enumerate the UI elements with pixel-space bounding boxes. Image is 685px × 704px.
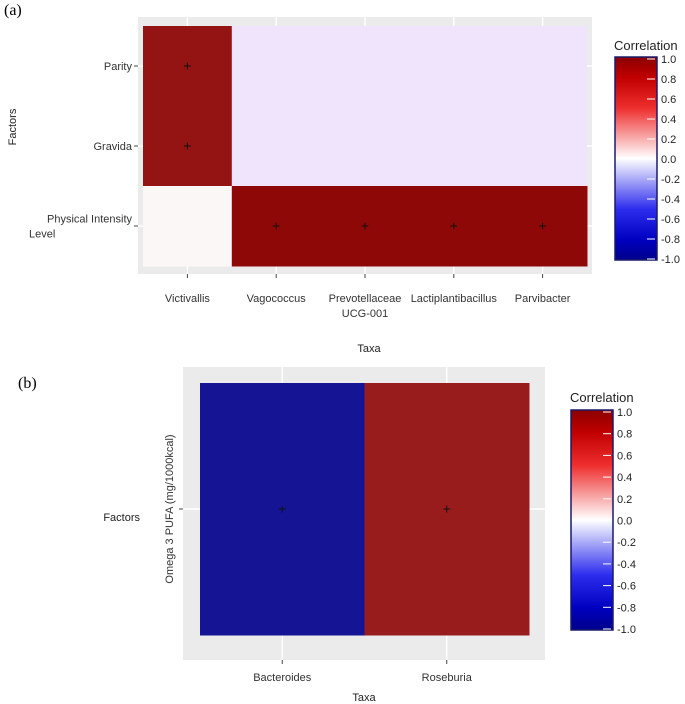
x-tick-label: Parvibacter [515,293,571,305]
heatmap-b-markers: + + [278,501,451,517]
legend-tick-label: 0.0 [617,516,632,528]
heatmap-a-y-axis-title: Factors [7,108,19,145]
heatmap-cell [231,186,322,267]
legend-b-tick-labels: 1.0 0.8 0.6 0.4 0.2 0.0 -0.2 -0.4 -0.6 -0.8 -1.0 [603,407,636,636]
heatmap-a-y-ticks: Parity Gravida Physical Intensity Level [29,61,138,241]
legend-tick-label: 1.0 [617,407,632,419]
x-tick-label: Bacteroides [253,672,312,684]
y-tick-label: Gravida [93,141,132,153]
panel-a-label: (a) [4,2,22,19]
heatmap-b-x-ticks: Bacteroides Roseburia [253,660,473,684]
heatmap-b-cells [200,383,530,636]
significance-marker: + [272,218,280,234]
heatmap-a-markers: + + + + + + [183,58,546,234]
legend-tick-label: -1.0 [617,624,636,636]
legend-tick-label: -0.6 [617,581,636,593]
legend-tick-label: 0.0 [661,154,676,166]
heatmap-cell [320,186,410,267]
significance-marker: + [443,501,451,517]
legend-tick-label: 1.0 [661,54,676,66]
heatmap-cell [409,186,499,267]
heatmap-b-y-ticks: Omega 3 PUFA (mg/1000kcal) [164,434,183,584]
significance-marker: + [450,218,458,234]
panel-b-label: (b) [18,375,37,392]
significance-marker: + [183,138,191,154]
legend-tick-label: -0.4 [661,194,680,206]
y-tick-label: Omega 3 PUFA (mg/1000kcal) [164,434,176,583]
legend-a-tick-labels: 1.0 0.8 0.6 0.4 0.2 0.0 -0.2 -0.4 -0.6 -0.8 -1.0 [647,54,680,266]
legend-tick-label: 0.2 [617,494,632,506]
legend-tick-label: -1.0 [661,254,680,266]
heatmap-cell [143,186,233,267]
heatmap-a-cells [143,26,588,267]
significance-marker: + [539,218,547,234]
heatmap-b-x-axis-title: Taxa [352,692,376,704]
heatmap-a: + + + + + + Victivallis Vagococcus Prevotellace… [7,17,592,355]
x-tick-label: Prevotellaceae UCG-001 [329,293,402,320]
legend-tick-label: -0.8 [661,234,680,246]
legend-b-title: Correlation [570,390,634,405]
significance-marker: + [278,501,286,517]
heatmap-cell [143,106,233,187]
x-tick-label: Lactiplantibacillus [411,293,498,305]
x-tick-label: Victivallis [165,293,211,305]
legend-tick-label: 0.8 [617,429,632,441]
heatmap-cell [498,186,588,267]
significance-marker: + [361,218,369,234]
legend-tick-label: 0.6 [661,94,676,106]
legend-tick-label: 0.4 [617,472,632,484]
legend-tick-label: -0.4 [617,559,636,571]
x-tick-label: Vagococcus [247,293,307,305]
legend-tick-label: -0.2 [661,174,680,186]
legend-tick-label: 0.2 [661,134,676,146]
legend-tick-label: -0.6 [661,214,680,226]
significance-marker: + [183,58,191,74]
legend-tick-label: 0.4 [661,114,676,126]
heatmap-a-x-axis-title: Taxa [357,343,381,355]
legend-b: Correlation 1.0 0.8 0.6 0.4 0.2 0.0 -0.2 -0.4 -0… [570,390,636,636]
legend-tick-label: 0.6 [617,450,632,462]
heatmap-b: + + Bacteroides Roseburia Omega 3 PUFA (mg… [103,367,545,704]
heatmap-cell [143,26,233,107]
legend-a-title: Correlation [614,38,678,53]
heatmap-cell-block [231,26,588,186]
heatmap-b-y-axis-title: Factors [103,512,140,524]
y-tick-label: Physical Intensity Level [29,214,132,241]
heatmap-cell [364,383,530,636]
heatmap-a-x-ticks: Victivallis Vagococcus Prevotellaceae UCG-0… [165,274,571,320]
legend-tick-label: 0.8 [661,74,676,86]
heatmap-cell [200,383,365,636]
legend-tick-label: -0.2 [617,537,636,549]
x-tick-label: Roseburia [422,672,473,684]
legend-a: Correlation 1.0 0.8 0.6 0.4 0.2 0.0 -0.2 -0.4 -0… [614,38,680,266]
legend-tick-label: -0.8 [617,602,636,614]
y-tick-label: Parity [104,61,133,73]
